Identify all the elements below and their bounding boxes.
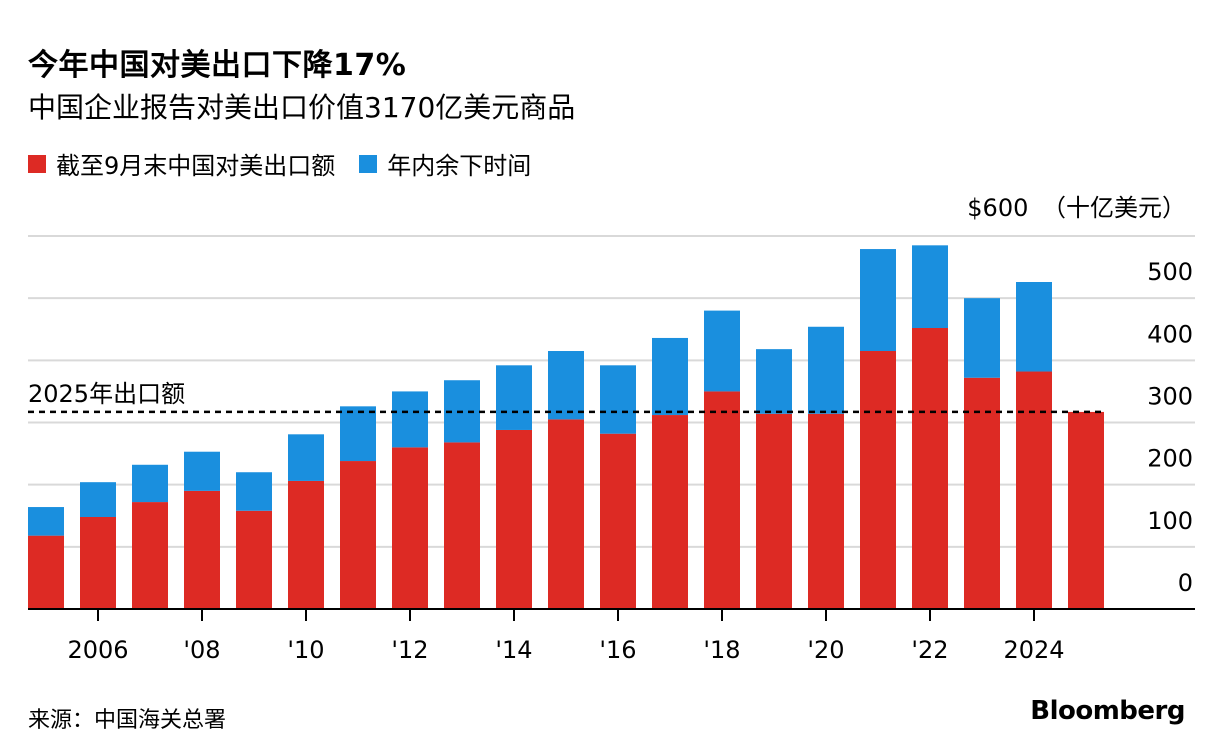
x-tick-label: '18: [703, 636, 740, 664]
bar-rest-2020: [808, 326, 844, 414]
bar-rest-2005: [28, 507, 64, 536]
y-axis-top-label: $600 （十亿美元）: [967, 194, 1186, 222]
reference-line-label: 2025年出口额: [28, 380, 185, 408]
x-tick-label: '14: [495, 636, 532, 664]
y-tick-label: 200: [1147, 445, 1193, 473]
legend-swatch-rest: [359, 154, 378, 173]
bar-rest-2024: [1016, 282, 1052, 372]
x-tick-label: '12: [391, 636, 428, 664]
y-tick-labels: 0 100 200 300 400 500: [1147, 258, 1193, 597]
bar-rest-2011: [340, 406, 376, 462]
bar-ytd-2006: [80, 516, 116, 609]
bar-ytd-2010: [288, 480, 324, 609]
bar-ytd-2018: [704, 391, 740, 609]
x-tick-labels: 2006 '08 '10 '12 '14 '16 '18 '20 '22 2024: [67, 609, 1065, 664]
bar-rest-2021: [860, 249, 896, 352]
bar-rest-2017: [652, 337, 688, 416]
bar-rest-2023: [964, 298, 1000, 378]
bar-rest-2022: [912, 245, 948, 329]
bar-ytd-2024: [1016, 371, 1052, 609]
bar-ytd-2023: [964, 377, 1000, 609]
bar-rest-2015: [548, 351, 584, 420]
legend-item-rest: 年内余下时间: [359, 146, 531, 181]
bar-rest-2006: [80, 482, 116, 517]
bar-ytd-2016: [600, 433, 636, 609]
gridlines: [28, 235, 1195, 548]
legend: 截至9月末中国对美出口额 年内余下时间: [28, 146, 555, 181]
bar-ytd-2012: [392, 447, 428, 609]
x-tick-label: '08: [183, 636, 220, 664]
y-axis-top-value: $600: [967, 194, 1028, 222]
legend-label-ytd: 截至9月末中国对美出口额: [56, 152, 336, 180]
bar-ytd-2021: [860, 351, 896, 609]
bar-ytd-2007: [132, 502, 168, 609]
bar-ytd-2025: [1068, 411, 1104, 609]
x-tick-label: 2006: [67, 636, 128, 664]
legend-item-ytd: 截至9月末中国对美出口额: [28, 146, 335, 181]
bar-rest-2018: [704, 310, 740, 392]
x-tick-label: '10: [287, 636, 324, 664]
bar-rest-2007: [132, 464, 168, 503]
bar-ytd-2013: [444, 442, 480, 609]
bar-rest-2019: [756, 349, 792, 414]
bar-ytd-2008: [184, 490, 220, 609]
legend-swatch-ytd: [28, 154, 46, 173]
bar-rest-2016: [600, 365, 636, 434]
y-tick-label: 0: [1178, 569, 1193, 597]
y-axis-unit: （十亿美元）: [1042, 194, 1186, 222]
bar-rest-2010: [288, 434, 324, 481]
legend-label-rest: 年内余下时间: [387, 152, 532, 180]
bar-ytd-2005: [28, 535, 64, 609]
y-tick-label: 300: [1147, 383, 1193, 411]
x-tick-label: '16: [599, 636, 636, 664]
bloomberg-logo: Bloomberg: [1030, 696, 1185, 726]
y-tick-label: 400: [1147, 320, 1193, 348]
bar-ytd-2014: [496, 429, 532, 609]
bar-ytd-2019: [756, 413, 792, 609]
bars: [28, 245, 1195, 610]
chart-title: 今年中国对美出口下降17%: [28, 48, 407, 83]
y-tick-label: 500: [1147, 258, 1193, 286]
bar-ytd-2009: [236, 510, 272, 609]
bar-rest-2014: [496, 365, 532, 430]
bar-ytd-2022: [912, 328, 948, 609]
bar-rest-2009: [236, 472, 272, 511]
source-note: 来源：中国海关总署: [28, 708, 227, 733]
reference-line-group: 2025年出口额: [28, 380, 1104, 414]
y-tick-label: 100: [1147, 507, 1193, 535]
x-tick-label: 2024: [1003, 636, 1064, 664]
x-tick-label: '20: [807, 636, 844, 664]
bar-ytd-2017: [652, 415, 688, 609]
bar-ytd-2020: [808, 413, 844, 609]
bar-ytd-2011: [340, 461, 376, 609]
bar-rest-2012: [392, 391, 428, 448]
x-tick-label: '22: [911, 636, 948, 664]
chart-subtitle: 中国企业报告对美出口价值3170亿美元商品: [28, 91, 576, 124]
bar-ytd-2015: [548, 419, 584, 609]
bar-rest-2008: [184, 451, 220, 491]
